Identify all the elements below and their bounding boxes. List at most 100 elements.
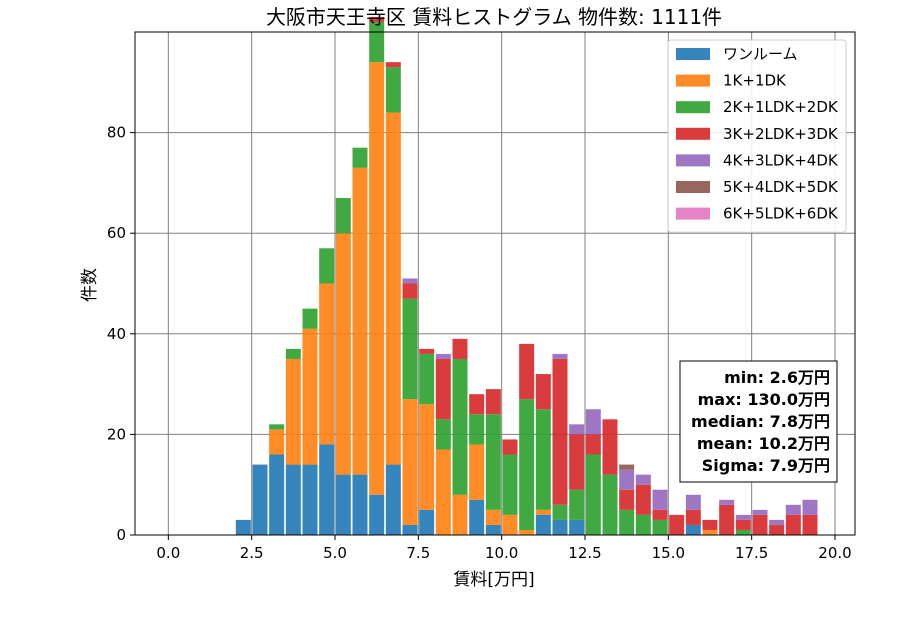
bar-segment bbox=[369, 62, 385, 495]
stats-line: mean: 10.2万円 bbox=[697, 434, 830, 453]
bar-segment bbox=[552, 358, 568, 505]
bar-segment bbox=[352, 167, 368, 475]
bar-segment bbox=[752, 514, 768, 535]
bar-segment bbox=[785, 504, 801, 515]
bar-segment bbox=[285, 464, 301, 535]
bar-segment bbox=[252, 464, 268, 535]
bar-segment bbox=[285, 358, 301, 465]
bar-segment bbox=[669, 514, 685, 535]
bar-segment bbox=[502, 439, 518, 455]
bar-segment bbox=[552, 353, 568, 359]
bar-segment bbox=[402, 399, 418, 525]
bar-segment bbox=[402, 524, 418, 535]
ticks-layer: 0.0 2.5 5.0 7.5 10.0 12.5 15.0 17.5 20.0 0 20 40 60 8… bbox=[107, 124, 852, 562]
bar-segment bbox=[685, 524, 701, 535]
x-tick-label: 12.5 bbox=[568, 544, 601, 562]
bar-segment bbox=[435, 353, 451, 359]
bar-segment bbox=[619, 469, 635, 490]
y-tick-label: 0 bbox=[116, 526, 126, 544]
bar-segment bbox=[402, 283, 418, 299]
bar-segment bbox=[519, 399, 535, 530]
legend-swatch bbox=[676, 127, 710, 140]
bar-segment bbox=[652, 489, 668, 510]
x-tick-label: 15.0 bbox=[652, 544, 685, 562]
x-tick-label: 5.0 bbox=[323, 544, 347, 562]
bar-segment bbox=[335, 474, 351, 535]
bar-segment bbox=[452, 494, 468, 535]
stats-line: min: 2.6万円 bbox=[724, 368, 830, 387]
bar-segment bbox=[452, 338, 468, 359]
x-tick-label: 10.0 bbox=[485, 544, 518, 562]
legend-swatch bbox=[676, 101, 710, 114]
bar-segment bbox=[635, 514, 651, 535]
bar-segment bbox=[485, 389, 501, 415]
bar-segment bbox=[519, 529, 535, 535]
bar-segment bbox=[435, 419, 451, 450]
bar-segment bbox=[452, 358, 468, 495]
bar-segment bbox=[752, 509, 768, 515]
stats-line: median: 7.8万円 bbox=[691, 412, 830, 431]
bar-segment bbox=[269, 424, 285, 430]
bar-segment bbox=[785, 514, 801, 535]
bar-segment bbox=[702, 529, 718, 535]
legend-label: 3K+2LDK+3DK bbox=[723, 125, 839, 143]
bar-segment bbox=[419, 509, 435, 535]
bar-segment bbox=[485, 524, 501, 535]
bar-segment bbox=[469, 499, 485, 535]
legend-swatch bbox=[676, 48, 710, 60]
bar-segment bbox=[335, 197, 351, 234]
bar-segment bbox=[319, 283, 335, 445]
legend: ワンルーム 1K+1DK 2K+1LDK+2DK 3K+2LDK+3DK 4K+3LDK… bbox=[667, 39, 847, 233]
bar-segment bbox=[302, 308, 318, 329]
bar-segment bbox=[535, 514, 551, 535]
bar-segment bbox=[552, 519, 568, 535]
bar-segment bbox=[502, 514, 518, 535]
bar-segment bbox=[269, 454, 285, 535]
bar-segment bbox=[652, 509, 668, 520]
bar-segment bbox=[369, 16, 385, 22]
bar-segment bbox=[619, 509, 635, 535]
bar-segment bbox=[435, 358, 451, 420]
x-axis-label: 賃料[万円] bbox=[453, 570, 534, 590]
bar-segment bbox=[619, 464, 635, 470]
bar-segment bbox=[385, 62, 401, 68]
x-tick-label: 20.0 bbox=[818, 544, 851, 562]
bar-segment bbox=[519, 343, 535, 400]
bar-segment bbox=[352, 474, 368, 535]
bar-segment bbox=[419, 404, 435, 510]
bar-segment bbox=[569, 434, 585, 490]
legend-label: 4K+3LDK+4DK bbox=[723, 151, 839, 169]
legend-swatch bbox=[676, 181, 710, 193]
legend-swatch bbox=[676, 207, 710, 220]
bar-segment bbox=[385, 464, 401, 535]
legend-label: 5K+4LDK+5DK bbox=[723, 178, 839, 196]
bar-segment bbox=[685, 494, 701, 510]
bar-segment bbox=[469, 394, 485, 415]
y-axis-label: 件数 bbox=[80, 268, 100, 302]
y-tick-label: 40 bbox=[107, 325, 126, 343]
bar-segment bbox=[435, 449, 451, 535]
x-tick-label: 7.5 bbox=[406, 544, 430, 562]
bar-segment bbox=[385, 112, 401, 465]
bar-segment bbox=[535, 509, 551, 515]
legend-label: ワンルーム bbox=[723, 45, 798, 63]
bar-segment bbox=[302, 328, 318, 465]
stats-line: max: 130.0万円 bbox=[698, 390, 830, 409]
bar-segment bbox=[535, 409, 551, 510]
bar-segment bbox=[719, 499, 735, 505]
bar-segment bbox=[552, 504, 568, 520]
bar-segment bbox=[419, 353, 435, 405]
bar-segment bbox=[719, 504, 735, 535]
x-tick-label: 17.5 bbox=[735, 544, 768, 562]
bar-segment bbox=[635, 484, 651, 515]
bar-segment bbox=[702, 519, 718, 530]
legend-swatch bbox=[676, 154, 710, 167]
y-tick-label: 20 bbox=[107, 425, 126, 443]
bar-segment bbox=[502, 454, 518, 515]
legend-swatch bbox=[676, 74, 710, 87]
bar-segment bbox=[569, 489, 585, 520]
bar-segment bbox=[319, 248, 335, 284]
legend-label: 6K+5LDK+6DK bbox=[723, 205, 839, 223]
legend-label: 2K+1LDK+2DK bbox=[723, 98, 839, 116]
